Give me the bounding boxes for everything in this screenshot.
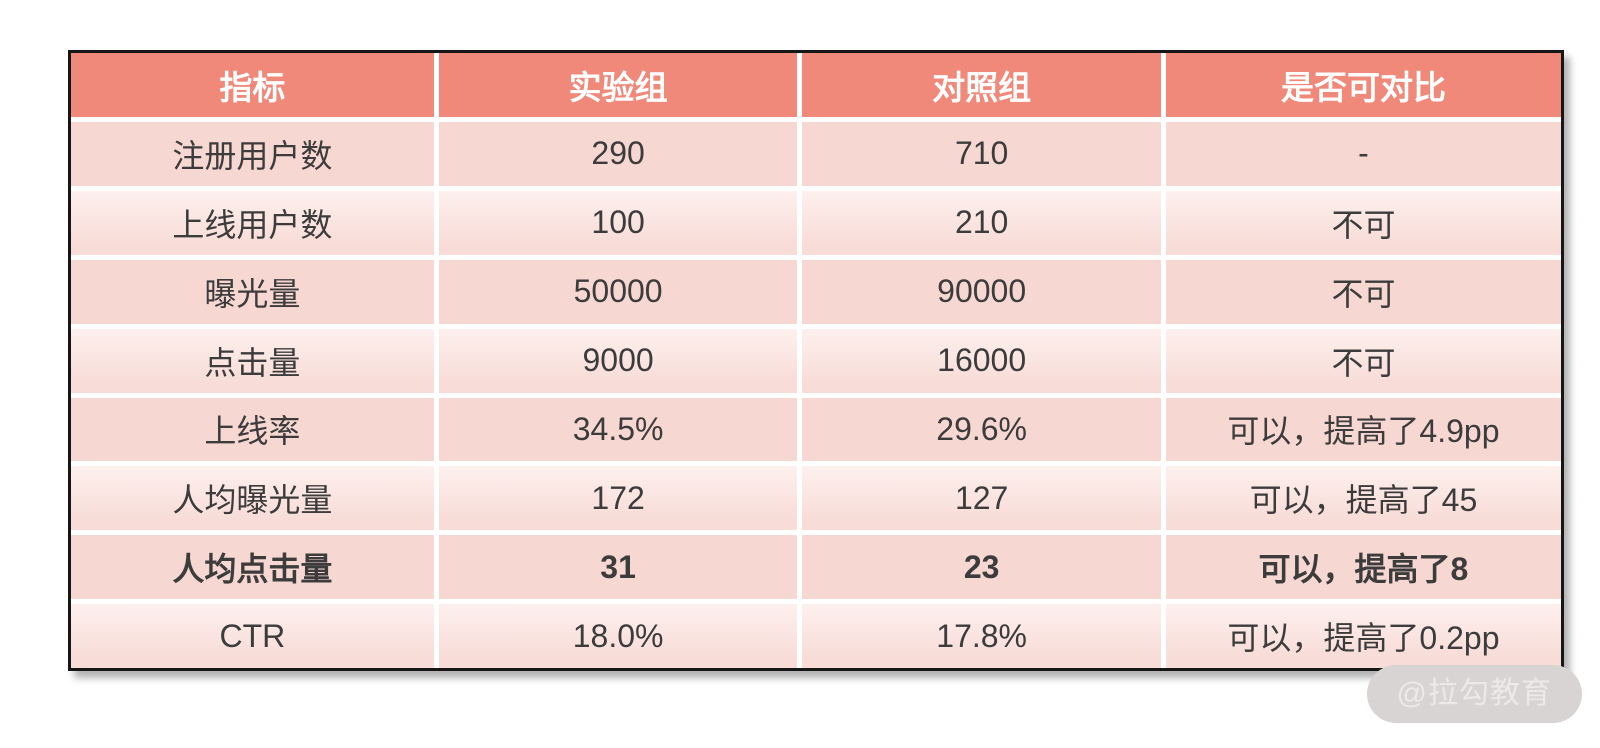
table-cell: 23 <box>797 530 1161 600</box>
table-cell: 上线率 <box>71 392 434 462</box>
table-row: 人均点击量 31 23 可以，提高了8 <box>71 530 1561 600</box>
column-header-comparable: 是否可对比 <box>1160 53 1561 117</box>
table-cell: 不可 <box>1160 185 1561 255</box>
table-cell: 17.8% <box>797 599 1161 668</box>
table-row: 人均曝光量 172 127 可以，提高了45 <box>71 461 1561 531</box>
table-header: 指标 实验组 对照组 是否可对比 <box>71 53 1561 117</box>
comparison-table: 指标 实验组 对照组 是否可对比 注册用户数 290 710- 上线用户数 100 210… <box>71 53 1561 668</box>
table-cell: 曝光量 <box>71 254 434 324</box>
table-cell: 可以，提高了4.9pp <box>1160 392 1561 462</box>
table-cell: 127 <box>797 461 1161 531</box>
table-cell: 210 <box>797 185 1161 255</box>
table-cell: 16000 <box>797 323 1161 393</box>
table-cell: 可以，提高了0.2pp <box>1160 599 1561 668</box>
table-cell: 不可 <box>1160 254 1561 324</box>
table-row: 上线用户数 100 210 不可 <box>71 185 1561 255</box>
table-cell: 50000 <box>433 254 798 324</box>
table-cell: 29.6% <box>797 392 1161 462</box>
table-cell: 点击量 <box>71 323 434 393</box>
table-cell: 31 <box>433 530 798 600</box>
table-cell: 注册用户数 <box>71 117 434 186</box>
table-row: 点击量 9000 16000 不可 <box>71 323 1561 393</box>
table-cell: 172 <box>433 461 798 531</box>
table-row: 注册用户数 290 710- <box>71 117 1561 186</box>
table-cell: 290 <box>433 117 798 186</box>
table-cell: 不可 <box>1160 323 1561 393</box>
table-cell: 100 <box>433 185 798 255</box>
table-row: CTR 18.0% 17.8% 可以，提高了0.2pp <box>71 599 1561 668</box>
table-cell: 34.5% <box>433 392 798 462</box>
table-cell: CTR <box>71 599 434 668</box>
table-row: 上线率 34.5% 29.6% 可以，提高了4.9pp <box>71 392 1561 462</box>
table-cell: 9000 <box>433 323 798 393</box>
table-cell: 可以，提高了8 <box>1160 530 1561 600</box>
header-row: 指标 实验组 对照组 是否可对比 <box>71 53 1561 117</box>
watermark-badge: @拉勾教育 <box>1366 665 1582 723</box>
column-header-control: 对照组 <box>797 53 1161 117</box>
table-cell: 18.0% <box>433 599 798 668</box>
table-cell: 上线用户数 <box>71 185 434 255</box>
table-cell: - <box>1160 117 1561 186</box>
table-cell: 90000 <box>797 254 1161 324</box>
table-body: 注册用户数 290 710- 上线用户数 100 210 不可 曝光量 50000 90000 不可… <box>71 117 1561 668</box>
table-cell: 人均点击量 <box>71 530 434 600</box>
comparison-table-container: 指标 实验组 对照组 是否可对比 注册用户数 290 710- 上线用户数 100 210… <box>68 50 1564 671</box>
column-header-metric: 指标 <box>71 53 434 117</box>
table-cell: 人均曝光量 <box>71 461 434 531</box>
table-cell: 可以，提高了45 <box>1160 461 1561 531</box>
table-row: 曝光量 50000 90000 不可 <box>71 254 1561 324</box>
column-header-experiment: 实验组 <box>433 53 798 117</box>
table-cell: 710 <box>797 117 1161 186</box>
